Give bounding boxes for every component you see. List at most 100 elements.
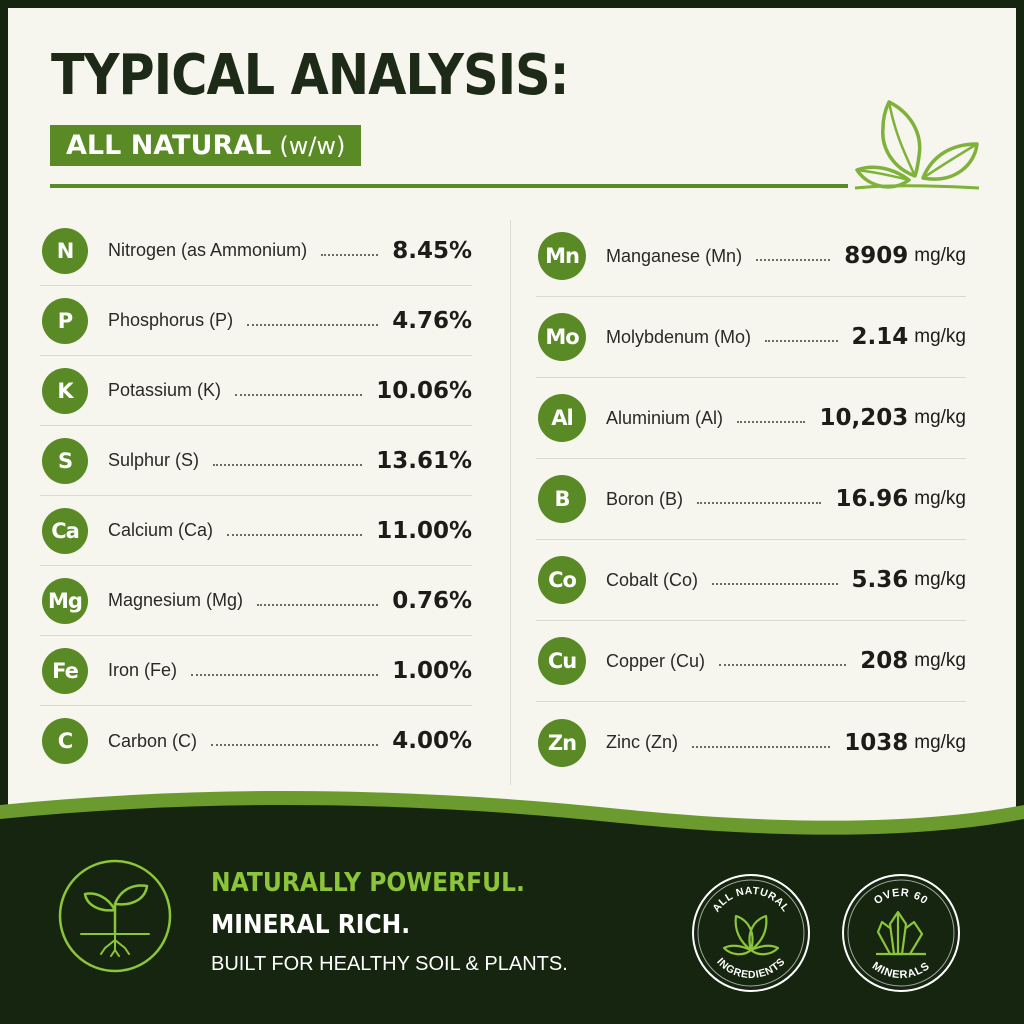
analysis-panel: TYPICAL ANALYSIS: ALL NATURAL (w/w) — [8, 8, 1016, 878]
list-item: Al Aluminium (Al) 10,203 mg/kg — [536, 378, 966, 459]
list-item: Mn Manganese (Mn) 8909 mg/kg — [536, 216, 966, 297]
mgkg-list: Mn Manganese (Mn) 8909 mg/kg Mo Molybden… — [536, 216, 966, 783]
element-badge: Al — [538, 394, 586, 442]
wave-divider — [0, 791, 1024, 885]
element-unit: mg/kg — [914, 407, 966, 428]
list-item: Mg Magnesium (Mg) 0.76% — [40, 566, 472, 636]
dot-leader — [321, 253, 379, 256]
list-item: P Phosphorus (P) 4.76% — [40, 286, 472, 356]
title-underline — [50, 184, 848, 188]
tagline-powerful: NATURALLY POWERFUL. — [211, 868, 525, 898]
element-unit: mg/kg — [914, 569, 966, 590]
element-value: 13.61% — [376, 447, 472, 474]
list-item: C Carbon (C) 4.00% — [40, 706, 472, 776]
dot-leader — [211, 744, 379, 746]
element-name: Calcium (Ca) — [108, 520, 214, 540]
leaves-icon — [722, 914, 780, 956]
element-value: 8909 — [844, 243, 909, 269]
element-name: Boron (B) — [606, 488, 684, 509]
percent-list: N Nitrogen (as Ammonium) 8.45% P Phospho… — [40, 216, 472, 776]
element-name: Cobalt (Co) — [606, 569, 699, 590]
element-name: Zinc (Zn) — [606, 732, 678, 752]
dot-leader — [213, 463, 363, 466]
dot-leader — [247, 323, 379, 326]
list-item: S Sulphur (S) 13.61% — [40, 426, 472, 496]
tagline-built: BUILT FOR HEALTHY SOIL & PLANTS. — [211, 953, 568, 975]
element-unit: mg/kg — [914, 731, 966, 753]
list-item: N Nitrogen (as Ammonium) 8.45% — [40, 216, 472, 286]
dot-leader — [765, 340, 838, 342]
element-name: Aluminium (Al) — [606, 407, 724, 428]
list-item: Ca Calcium (Ca) 11.00% — [40, 496, 472, 566]
element-name: Molybdenum (Mo) — [606, 326, 752, 347]
list-item: Mo Molybdenum (Mo) 2.14 mg/kg — [536, 297, 966, 378]
over-60-minerals-seal: OVER 60 MINERALS — [842, 874, 960, 992]
element-unit: mg/kg — [914, 488, 966, 509]
element-badge: Ca — [42, 507, 88, 554]
element-badge: K — [42, 367, 88, 414]
element-value: 10.06% — [376, 377, 472, 404]
element-badge: Mg — [42, 577, 88, 624]
element-name: Potassium (K) — [108, 380, 222, 400]
element-value: 16.96 — [835, 486, 909, 512]
element-unit: mg/kg — [914, 326, 966, 347]
element-name: Nitrogen (as Ammonium) — [108, 240, 308, 260]
element-value: 1.00% — [392, 657, 472, 684]
list-item: Zn Zinc (Zn) 1038 mg/kg — [536, 702, 966, 783]
element-badge: Cu — [538, 637, 586, 685]
element-badge: P — [42, 297, 88, 344]
element-name: Sulphur (S) — [108, 450, 200, 470]
element-name: Copper (Cu) — [606, 650, 706, 671]
element-badge: Mo — [538, 313, 586, 361]
element-badge: B — [538, 475, 586, 523]
element-badge: Mn — [538, 232, 586, 280]
dot-leader — [235, 393, 363, 396]
element-name: Iron (Fe) — [108, 660, 178, 680]
subtitle-text: ALL NATURAL — [66, 130, 272, 161]
element-badge: Zn — [538, 718, 586, 767]
element-name: Carbon (C) — [108, 730, 198, 751]
list-item: Cu Copper (Cu) 208 mg/kg — [536, 621, 966, 702]
dot-leader — [719, 664, 847, 666]
element-value: 8.45% — [392, 237, 472, 264]
dot-leader — [756, 259, 831, 261]
subtitle-banner: ALL NATURAL (w/w) — [50, 125, 362, 166]
element-value: 11.00% — [376, 517, 472, 544]
element-value: 4.76% — [392, 307, 472, 334]
element-name: Manganese (Mn) — [606, 245, 743, 266]
tagline-mineral: MINERAL RICH. — [211, 910, 411, 940]
element-badge: Fe — [42, 647, 88, 694]
page-title: TYPICAL ANALYSIS: — [51, 43, 569, 108]
element-name: Phosphorus (P) — [108, 310, 234, 330]
column-divider — [510, 220, 511, 785]
element-name: Magnesium (Mg) — [108, 590, 244, 610]
list-item: Fe Iron (Fe) 1.00% — [40, 636, 472, 706]
dot-leader — [712, 583, 838, 585]
element-value: 4.00% — [392, 728, 472, 754]
element-value: 208 — [860, 648, 909, 674]
dot-leader — [692, 745, 831, 748]
list-item: B Boron (B) 16.96 mg/kg — [536, 459, 966, 540]
element-unit: mg/kg — [914, 245, 966, 266]
dot-leader — [697, 502, 822, 504]
element-badge: C — [42, 718, 88, 764]
element-value: 0.76% — [392, 587, 472, 614]
subtitle-unit: (w/w) — [279, 131, 346, 160]
leaves-icon — [854, 100, 980, 190]
dot-leader — [191, 673, 379, 676]
element-unit: mg/kg — [914, 650, 966, 671]
list-item: K Potassium (K) 10.06% — [40, 356, 472, 426]
element-value: 10,203 — [819, 405, 909, 431]
dot-leader — [257, 603, 379, 606]
element-value: 1038 — [844, 729, 909, 756]
all-natural-seal: ALL NATURAL INGREDIENTS — [692, 874, 810, 992]
element-value: 2.14 — [851, 324, 909, 350]
element-badge: S — [42, 437, 88, 484]
element-value: 5.36 — [851, 567, 909, 593]
element-badge: Co — [538, 556, 586, 604]
list-item: Co Cobalt (Co) 5.36 mg/kg — [536, 540, 966, 621]
dot-leader — [737, 421, 806, 423]
sprout-roots-icon — [58, 859, 172, 973]
crystal-icon — [876, 910, 926, 956]
element-badge: N — [42, 227, 88, 274]
